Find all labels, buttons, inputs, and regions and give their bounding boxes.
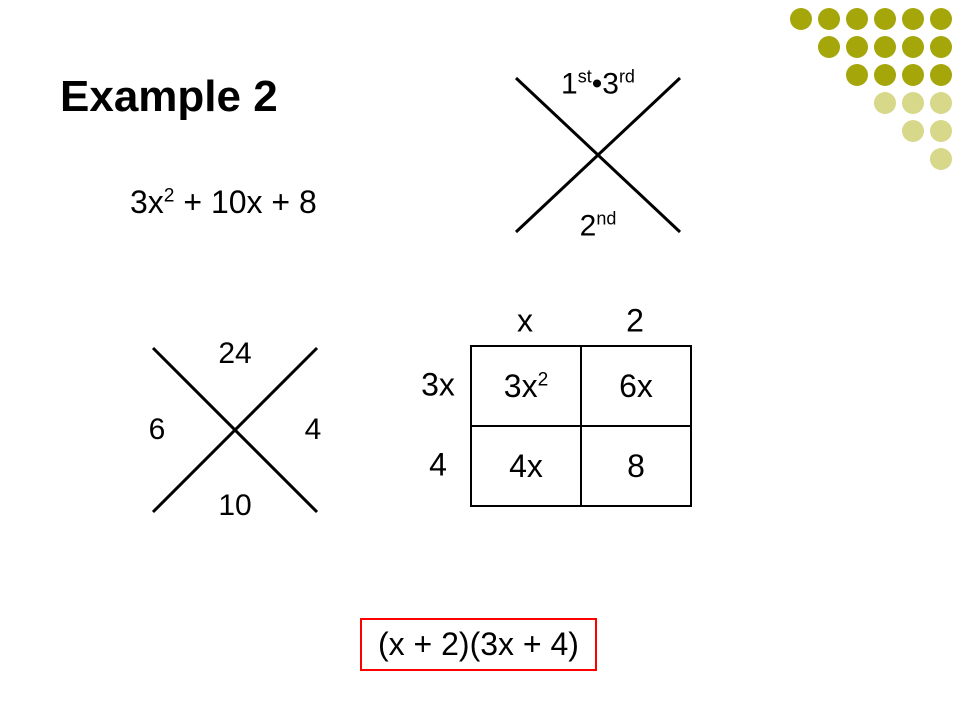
dot-icon bbox=[874, 8, 896, 30]
expression: 3x2 + 10x + 8 bbox=[130, 184, 317, 221]
dot-icon bbox=[818, 8, 840, 30]
dot-icon bbox=[846, 64, 868, 86]
x2-right: 4 bbox=[305, 413, 322, 447]
dot-icon bbox=[930, 120, 952, 142]
dot-icon bbox=[902, 64, 924, 86]
x-diagram-values: 24 10 6 4 bbox=[135, 330, 335, 530]
dot-icon bbox=[846, 8, 868, 30]
dot-icon bbox=[902, 92, 924, 114]
cell-10: 4x bbox=[471, 426, 581, 506]
box-table: 3x2 6x 4x 8 bbox=[470, 345, 692, 507]
cell-11: 8 bbox=[581, 426, 691, 506]
box-method: x 2 3x 4 3x2 6x 4x 8 bbox=[470, 345, 692, 507]
x1-bottom: 2nd bbox=[580, 209, 617, 244]
dot-icon bbox=[930, 148, 952, 170]
dot-icon bbox=[930, 64, 952, 86]
dot-icon bbox=[930, 92, 952, 114]
cell-01: 6x bbox=[581, 346, 691, 426]
row-header-0: 3x bbox=[421, 367, 455, 404]
cell-00: 3x2 bbox=[471, 346, 581, 426]
x2-bottom: 10 bbox=[218, 489, 251, 523]
x2-top: 24 bbox=[218, 337, 251, 371]
dot-icon bbox=[874, 36, 896, 58]
slide: Example 2 3x2 + 10x + 8 1st•3rd 2nd 24 1… bbox=[0, 0, 960, 720]
dot-icon bbox=[874, 92, 896, 114]
dot-icon bbox=[930, 36, 952, 58]
dot-icon bbox=[902, 36, 924, 58]
answer-box: (x + 2)(3x + 4) bbox=[360, 618, 597, 671]
decor-dots bbox=[790, 0, 960, 190]
dot-icon bbox=[902, 8, 924, 30]
dot-icon bbox=[818, 36, 840, 58]
x1-top: 1st•3rd bbox=[561, 67, 635, 102]
x-diagram-guide: 1st•3rd 2nd bbox=[498, 60, 698, 250]
dot-icon bbox=[846, 36, 868, 58]
col-header-1: 2 bbox=[626, 303, 644, 340]
row-header-1: 4 bbox=[429, 447, 447, 484]
dot-icon bbox=[930, 8, 952, 30]
dot-icon bbox=[874, 64, 896, 86]
dot-icon bbox=[902, 120, 924, 142]
col-header-0: x bbox=[517, 303, 533, 340]
dot-icon bbox=[790, 8, 812, 30]
x2-left: 6 bbox=[149, 413, 166, 447]
slide-title: Example 2 bbox=[60, 72, 278, 122]
